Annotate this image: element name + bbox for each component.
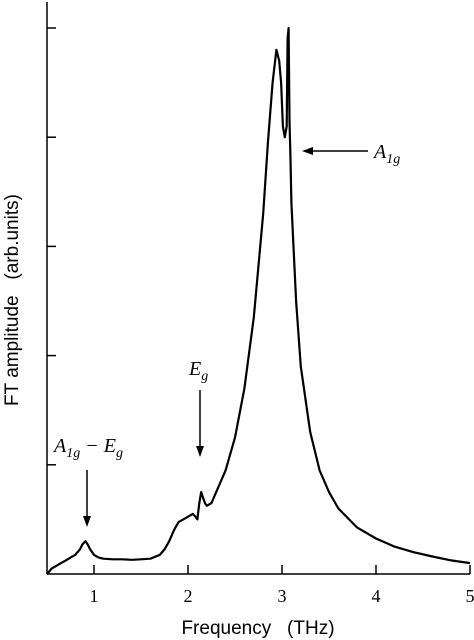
x-tick-label: 4 [372,586,381,606]
y-axis-title: FT amplitude (arb.units) [2,194,23,406]
x-tick-label: 1 [90,586,99,606]
label-a1g: A1g [372,141,400,167]
arrowhead-eg [196,446,204,457]
x-tick-label: 5 [466,586,474,606]
x-axis-title: Frequency (THz) [181,618,334,639]
label-a1g-minus-eg: A1g − Eg [52,435,123,461]
arrowhead-a1g-minus-eg [83,516,91,527]
series-line [46,26,471,575]
label-eg: Eg [188,358,208,384]
y-axis-ticks [47,27,56,466]
arrowhead-a1g [302,147,313,155]
plot-frame [46,2,470,575]
x-tick-label: 3 [278,586,287,606]
x-axis-ticks: 1 2 3 4 5 [90,565,474,606]
x-tick-label: 2 [184,586,193,606]
annotation-eg: Eg [188,358,208,457]
annotation-a1g-minus-eg: A1g − Eg [52,435,123,527]
annotation-a1g: A1g [302,141,400,167]
